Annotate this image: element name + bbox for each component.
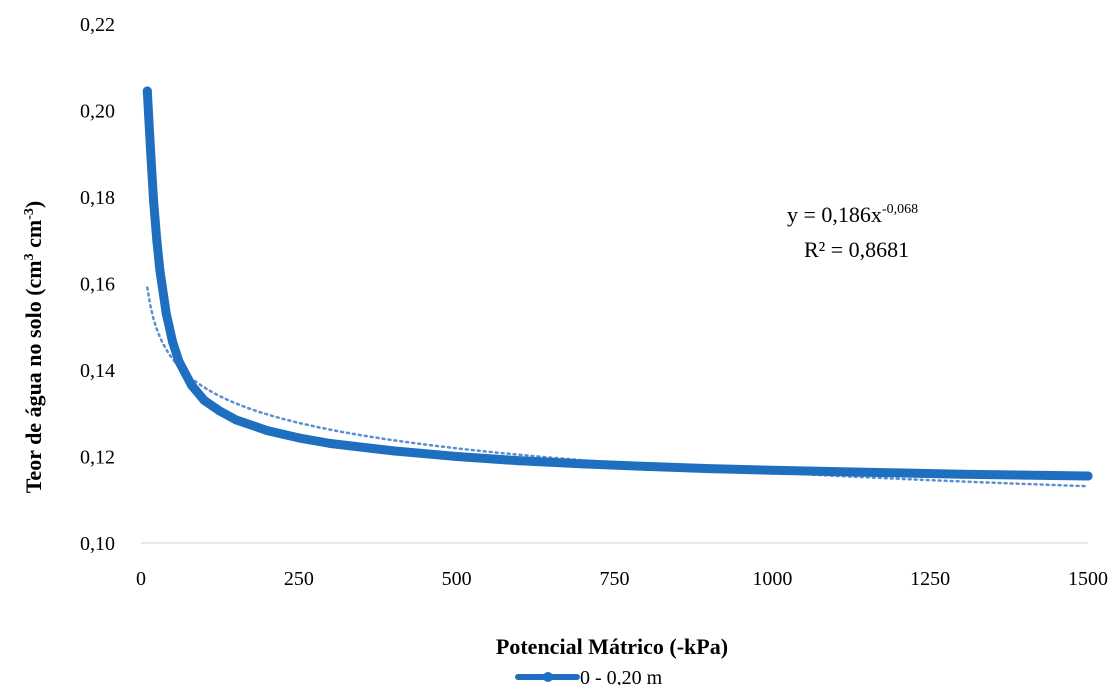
series-point: [145, 144, 155, 154]
y-tick-labels: 0,10 0,12 0,14 0,16 0,18 0,20 0,22: [80, 14, 115, 555]
x-tick-label: 750: [600, 568, 630, 590]
y-axis-title: Teor de água no solo (cm3 cm-3): [21, 201, 46, 493]
series-point: [149, 196, 159, 206]
series-point: [452, 452, 462, 461]
y-tick-label: 0,22: [80, 14, 115, 36]
series-point: [957, 469, 967, 479]
series-point: [767, 465, 777, 475]
x-tick-label: 500: [442, 568, 472, 590]
series-point: [641, 461, 651, 471]
series-point: [1020, 470, 1030, 480]
series-point: [152, 235, 162, 245]
series-point: [262, 426, 272, 436]
series-layer: [142, 86, 1093, 481]
series-point: [199, 395, 209, 405]
legend: 0 - 0,20 m: [515, 667, 663, 685]
series-line: [142, 86, 1093, 481]
y-tick-label: 0,10: [80, 533, 115, 555]
series-point: [231, 415, 241, 425]
series-point: [830, 467, 840, 477]
series-point: [704, 464, 714, 474]
y-tick-label: 0,20: [80, 101, 115, 123]
x-tick-label: 1000: [752, 568, 792, 590]
series-point: [578, 459, 588, 469]
series-point: [168, 337, 178, 347]
x-tick-label: 0: [136, 568, 146, 590]
series-point: [515, 456, 525, 466]
y-tick-label: 0,16: [80, 274, 115, 296]
series-point: [215, 406, 225, 416]
series-point: [894, 468, 904, 478]
series-point: [389, 446, 399, 456]
series-point: [294, 433, 304, 443]
series-point: [1083, 471, 1093, 481]
x-tick-label: 1500: [1068, 568, 1108, 590]
legend-series-marker: [543, 672, 553, 682]
series-point: [144, 110, 154, 120]
trendline-equation: y = 0,186x-0,068: [787, 202, 918, 227]
x-tick-label: 1250: [910, 568, 950, 590]
y-tick-label: 0,12: [80, 447, 115, 469]
series-point: [325, 439, 335, 449]
series-point: [174, 356, 184, 366]
y-tick-label: 0,14: [80, 360, 115, 382]
legend-series-label: 0 - 0,20 m: [580, 667, 663, 685]
x-axis-title: Potencial Mátrico (-kPa): [496, 634, 728, 659]
series-point: [142, 86, 152, 96]
trendline-r-squared: R² = 0,8681: [804, 237, 909, 262]
series-point: [187, 380, 197, 390]
series-point: [155, 266, 165, 276]
y-tick-label: 0,18: [80, 187, 115, 209]
x-tick-label: 250: [284, 568, 314, 590]
x-tick-labels: 0 250 500 750 1000 1250 1500: [136, 568, 1108, 590]
series-point: [161, 309, 171, 319]
